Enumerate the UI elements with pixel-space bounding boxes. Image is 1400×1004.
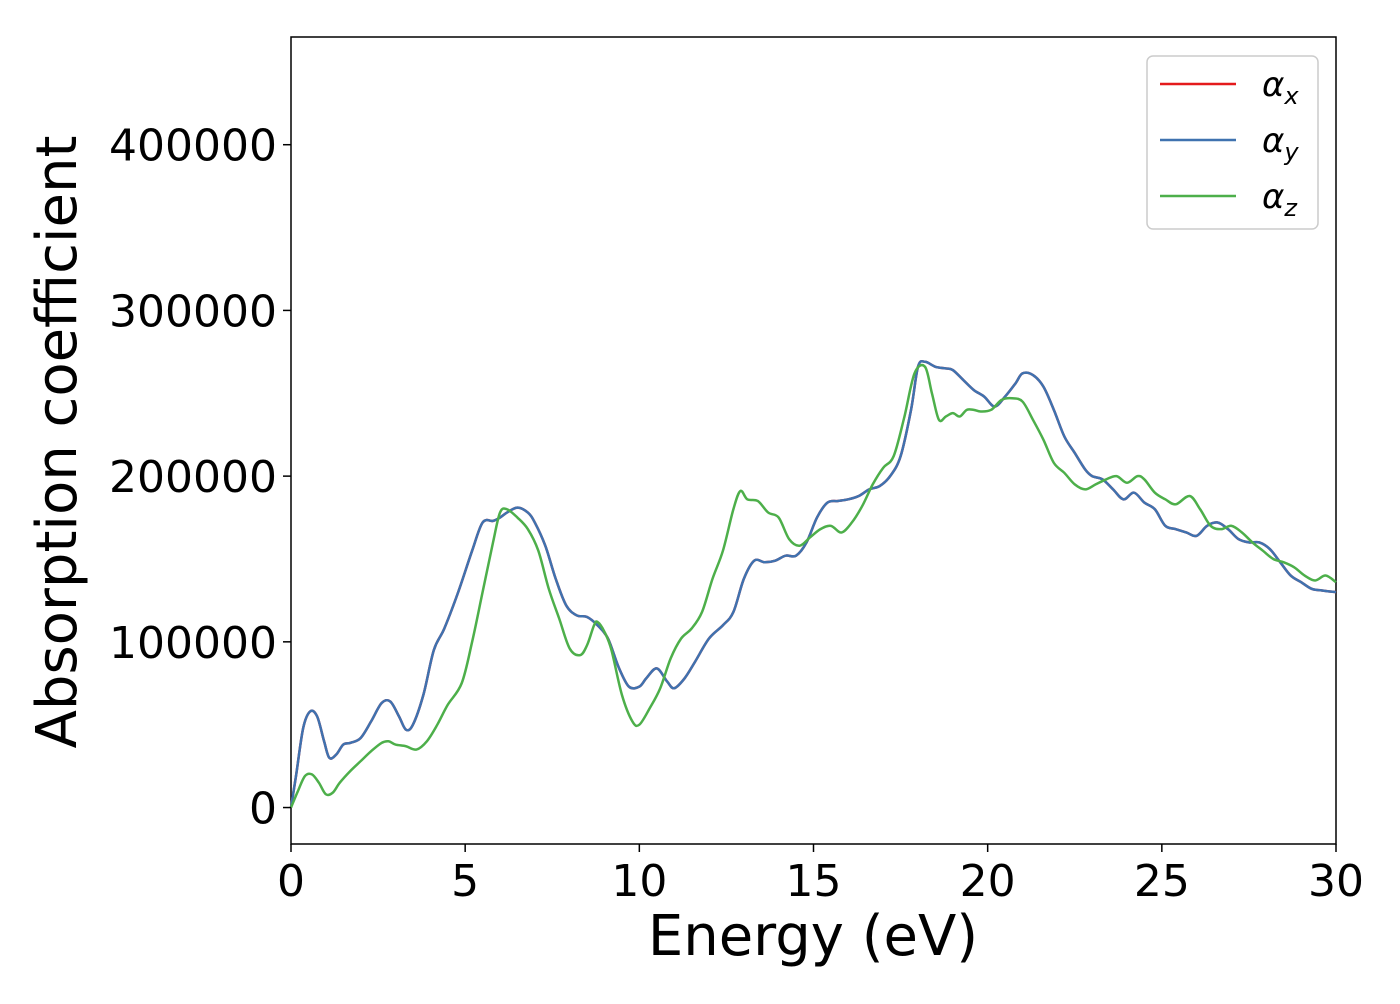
x-axis-label: Energy (eV) bbox=[648, 904, 978, 969]
legend: αx αy αz bbox=[1146, 55, 1319, 230]
y-axis-label: Absorption coefficient bbox=[25, 136, 90, 749]
y-tick-label: 0 bbox=[249, 784, 277, 835]
y-axis: 0 100000 200000 300000 400000 bbox=[109, 121, 291, 835]
x-tick-label: 0 bbox=[277, 856, 305, 907]
x-tick-label: 10 bbox=[611, 856, 667, 907]
y-tick-label: 300000 bbox=[109, 286, 277, 337]
y-tick-label: 400000 bbox=[109, 121, 277, 172]
x-tick-label: 20 bbox=[960, 856, 1016, 907]
legend-box bbox=[1146, 55, 1319, 230]
series-layer bbox=[289, 360, 1337, 809]
legend-label-y: αy bbox=[1262, 121, 1299, 166]
x-axis: 0 5 10 15 20 25 30 bbox=[277, 844, 1364, 907]
y-tick-label: 100000 bbox=[109, 618, 277, 669]
series-line-y bbox=[289, 360, 1337, 808]
legend-label-z: αz bbox=[1262, 177, 1298, 222]
x-tick-label: 30 bbox=[1308, 856, 1364, 907]
series-line-z bbox=[289, 363, 1337, 809]
x-tick-label: 15 bbox=[786, 856, 842, 907]
x-tick-label: 5 bbox=[451, 856, 479, 907]
legend-label-x: αx bbox=[1262, 65, 1299, 110]
x-tick-label: 25 bbox=[1134, 856, 1190, 907]
y-tick-label: 200000 bbox=[109, 452, 277, 503]
